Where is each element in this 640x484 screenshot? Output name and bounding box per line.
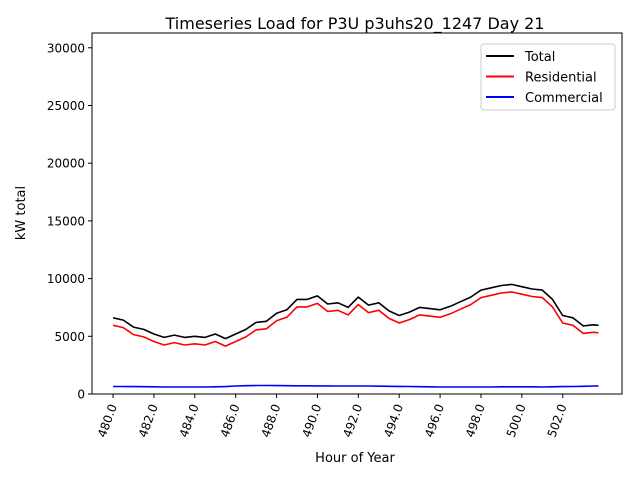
y-tick-label: 10000 — [47, 272, 85, 286]
plot-frame — [91, 32, 623, 395]
y-tick-label: 25000 — [47, 99, 85, 113]
x-axis-label: Hour of Year — [315, 451, 395, 466]
y-tick-label: 5000 — [54, 330, 85, 344]
series-line-commercial — [113, 384, 599, 388]
x-tick-label: 492.0 — [340, 402, 365, 439]
x-tick-label: 498.0 — [463, 402, 488, 439]
legend-label: Residential — [525, 71, 597, 86]
x-tick-label: 494.0 — [381, 402, 406, 439]
legend: Total Residential Commercial — [480, 43, 616, 111]
y-tick-label: 30000 — [47, 41, 85, 55]
y-tick-label: 0 — [77, 388, 85, 402]
series-line-residential — [112, 291, 599, 347]
x-tick-label: 490.0 — [299, 402, 324, 439]
y-tick-label: 15000 — [47, 214, 85, 228]
y-axis-label: kW total — [14, 186, 29, 240]
series-line-total — [112, 283, 599, 340]
x-tick-label: 488.0 — [258, 402, 283, 439]
legend-label: Total — [524, 50, 555, 65]
legend-label: Commercial — [525, 91, 603, 106]
y-tick-label: 20000 — [47, 157, 85, 171]
x-tick-label: 484.0 — [177, 402, 202, 439]
x-tick-label: 480.0 — [95, 402, 120, 439]
legend-box — [480, 43, 616, 111]
chart-title: Timeseries Load for P3U p3uhs20_1247 Day… — [165, 14, 545, 34]
x-tick-label: 502.0 — [545, 402, 570, 439]
x-tick-label: 482.0 — [136, 402, 161, 439]
x-tick-label: 500.0 — [504, 402, 529, 439]
x-tick-label: 496.0 — [422, 402, 447, 439]
x-tick-label: 486.0 — [218, 402, 243, 439]
